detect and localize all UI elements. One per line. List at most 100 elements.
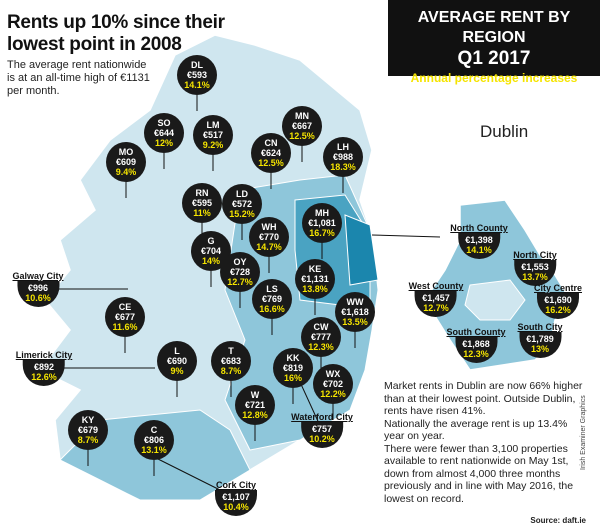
county-code: W: [250, 390, 260, 400]
area-pct: 13.7%: [522, 272, 548, 282]
county-pct: 11.6%: [112, 322, 138, 332]
area-pct: 10.6%: [25, 293, 51, 303]
county-marker-lm: LM €517 9.2%: [193, 115, 233, 155]
county-pct: 18.3%: [330, 162, 356, 172]
city-marker-waterford-city: Waterford City €757 10.2%: [291, 412, 353, 448]
county-pct: 12.7%: [227, 277, 253, 287]
city-marker-limerick-city: Limerick City €892 12.6%: [15, 350, 73, 386]
area-badge: €1,553 13.7%: [514, 260, 556, 286]
area-rent: €1,789: [526, 334, 554, 344]
county-pct: 8.7%: [77, 435, 99, 445]
county-code: LD: [236, 189, 248, 199]
county-pct: 8.7%: [220, 366, 242, 376]
credit: Irish Examiner Graphics: [580, 395, 587, 470]
area-name: Waterford City: [291, 412, 353, 422]
county-rent: €721: [244, 400, 266, 410]
county-pct: 13.1%: [141, 445, 167, 455]
area-badge: €892 12.6%: [23, 360, 65, 386]
area-pct: 13%: [530, 344, 549, 354]
title-line1: AVERAGE RENT BY REGION: [417, 9, 571, 46]
county-pct: 14.1%: [184, 80, 210, 90]
county-rent: €609: [115, 157, 137, 167]
county-rent: €777: [310, 332, 332, 342]
county-rent: €806: [143, 435, 165, 445]
area-rent: €892: [33, 362, 55, 372]
area-rent: €1,107: [222, 492, 250, 502]
area-pct: 14.1%: [466, 245, 492, 255]
dublin-marker-west-county: West County €1,457 12.7%: [409, 281, 463, 317]
county-rent: €1,618: [341, 307, 369, 317]
area-pct: 12.7%: [423, 303, 449, 313]
area-rent: €1,868: [462, 339, 490, 349]
county-code: KE: [308, 264, 322, 274]
county-code: T: [228, 346, 234, 356]
county-pct: 12.3%: [308, 342, 334, 352]
county-rent: €704: [200, 246, 222, 256]
area-badge: €757 10.2%: [300, 422, 343, 448]
county-rent: €1,131: [301, 274, 329, 284]
county-marker-kk: KK €819 16%: [273, 348, 313, 388]
county-pct: 9.4%: [115, 167, 137, 177]
county-code: LH: [337, 142, 349, 152]
title-line2: Q1 2017: [457, 48, 531, 69]
county-marker-rn: RN €595 11%: [182, 183, 222, 223]
area-pct: 12.3%: [463, 349, 489, 359]
leader-line: [371, 234, 441, 238]
county-code: SO: [157, 118, 171, 128]
county-rent: €770: [258, 232, 280, 242]
county-code: L: [174, 346, 180, 356]
county-pct: 16%: [283, 373, 302, 383]
county-marker-l: L €690 9%: [157, 341, 197, 381]
area-badge: €1,398 14.1%: [458, 233, 500, 259]
county-pct: 12.8%: [242, 410, 268, 420]
county-marker-mh: MH €1,081 16.7%: [302, 203, 342, 243]
county-marker-ke: KE €1,131 13.8%: [295, 259, 335, 299]
county-rent: €624: [260, 148, 282, 158]
area-rent: €1,398: [465, 235, 493, 245]
note-3: There were fewer than 3,100 properties a…: [384, 442, 574, 505]
county-rent: €572: [231, 199, 253, 209]
county-code: WX: [325, 369, 341, 379]
dublin-marker-north-county: North County €1,398 14.1%: [450, 223, 508, 259]
city-marker-galway-city: Galway City €996 10.6%: [12, 271, 64, 307]
county-marker-ky: KY €679 8.7%: [68, 410, 108, 450]
county-rent: €644: [153, 128, 175, 138]
county-code: MO: [118, 147, 134, 157]
county-rent: €819: [282, 363, 304, 373]
area-name: North County: [450, 223, 508, 233]
county-rent: €690: [166, 356, 188, 366]
county-pct: 12.5%: [289, 131, 315, 141]
county-code: LM: [206, 120, 220, 130]
dublin-city-inset: [464, 279, 526, 321]
county-pct: 14%: [201, 256, 220, 266]
county-code: MH: [315, 208, 329, 218]
county-rent: €728: [229, 267, 251, 277]
source: Source: daft.ie: [530, 516, 586, 525]
area-badge: €1,457 12.7%: [415, 291, 457, 317]
county-marker-c: C €806 13.1%: [134, 420, 174, 460]
area-rent: €1,457: [422, 293, 450, 303]
area-name: North City: [513, 250, 557, 260]
county-code: KK: [286, 353, 300, 363]
area-pct: 10.2%: [309, 434, 335, 444]
dublin-label: Dublin: [480, 122, 529, 141]
county-pct: 9%: [170, 366, 184, 376]
county-pct: 14.7%: [256, 242, 282, 252]
title-box: AVERAGE RENT BY REGION Q1 2017 Annual pe…: [388, 0, 600, 85]
county-marker-wh: WH €770 14.7%: [249, 217, 289, 257]
county-marker-cn: CN €624 12.5%: [251, 133, 291, 173]
area-rent: €757: [311, 424, 333, 434]
county-rent: €988: [332, 152, 354, 162]
area-name: Limerick City: [15, 350, 73, 360]
county-code: OY: [233, 257, 247, 267]
notes: Market rents in Dublin are now 66% highe…: [384, 380, 584, 505]
county-marker-ww: WW €1,618 13.5%: [335, 292, 375, 332]
county-code: WW: [346, 297, 364, 307]
area-rent: €1,553: [521, 262, 549, 272]
area-name: South County: [446, 327, 506, 337]
dublin-marker-north-city: North City €1,553 13.7%: [513, 250, 557, 286]
county-pct: 13.8%: [302, 284, 328, 294]
county-pct: 9.2%: [202, 140, 224, 150]
county-rent: €702: [322, 379, 344, 389]
county-code: RN: [195, 188, 209, 198]
